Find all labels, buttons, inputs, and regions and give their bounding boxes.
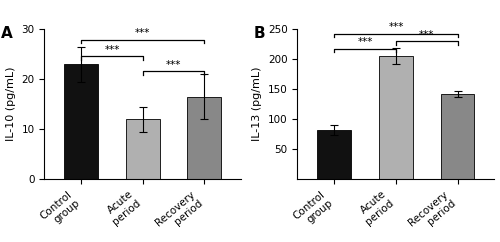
Text: B: B	[254, 26, 266, 41]
Bar	[126, 119, 160, 179]
Text: ***: ***	[419, 30, 434, 39]
Text: ***: ***	[166, 60, 182, 70]
Bar	[318, 130, 352, 179]
Text: ***: ***	[104, 45, 120, 55]
Bar	[64, 64, 98, 179]
Bar	[379, 56, 413, 179]
Bar	[440, 94, 474, 179]
Y-axis label: IL-10 (pg/mL): IL-10 (pg/mL)	[6, 67, 16, 141]
Text: A: A	[1, 26, 12, 41]
Bar	[188, 97, 222, 179]
Text: ***: ***	[388, 22, 404, 32]
Y-axis label: IL-13 (pg/mL): IL-13 (pg/mL)	[252, 67, 262, 141]
Text: ***: ***	[358, 37, 373, 47]
Text: ***: ***	[135, 28, 150, 38]
